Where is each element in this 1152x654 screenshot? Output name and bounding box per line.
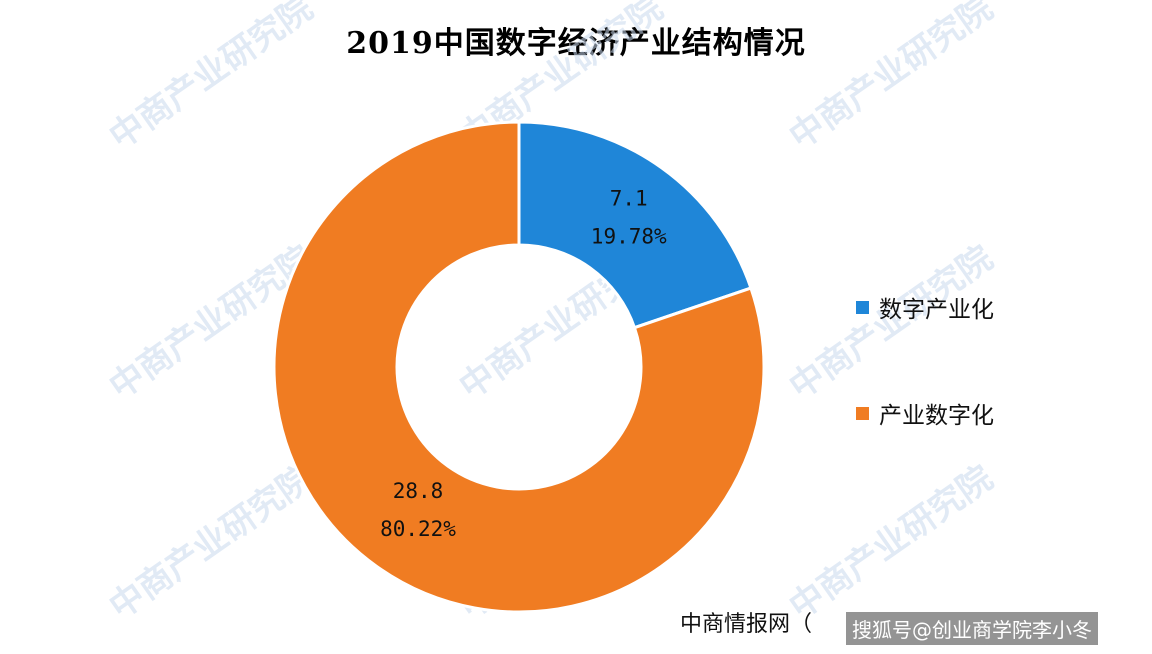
legend-label: 产业数字化 bbox=[879, 403, 994, 429]
watermark-text: 中商产业研究院 bbox=[782, 458, 1000, 627]
watermark-text: 中商产业研究院 bbox=[102, 0, 320, 157]
slice-2-value-label: 28.8 bbox=[393, 479, 444, 503]
chart-title: 2019中国数字经济产业结构情况 bbox=[346, 26, 806, 61]
legend-item-1: 数字产业化 bbox=[856, 290, 994, 324]
attribution-text: 搜狐号@创业商学院李小冬 bbox=[846, 612, 1098, 645]
legend-swatch bbox=[856, 406, 869, 420]
watermark-text: 中商产业研究院 bbox=[102, 458, 320, 627]
source-text: 中商情报网（ bbox=[680, 612, 813, 637]
legend-label: 数字产业化 bbox=[879, 297, 994, 323]
legend-swatch bbox=[856, 300, 869, 314]
slice-layer bbox=[272, 120, 766, 614]
watermark-text: 中商产业研究院 bbox=[782, 0, 1000, 157]
slice-2-percent-label: 80.22% bbox=[380, 517, 456, 541]
slice-1 bbox=[517, 120, 753, 330]
slice-2 bbox=[272, 120, 766, 614]
slice-1-percent-label: 19.78% bbox=[591, 225, 667, 249]
label-layer: 7.1 19.78% 28.8 80.22% bbox=[380, 187, 667, 541]
slice-1-value-label: 7.1 bbox=[610, 187, 648, 211]
legend-item-2: 产业数字化 bbox=[856, 396, 994, 430]
